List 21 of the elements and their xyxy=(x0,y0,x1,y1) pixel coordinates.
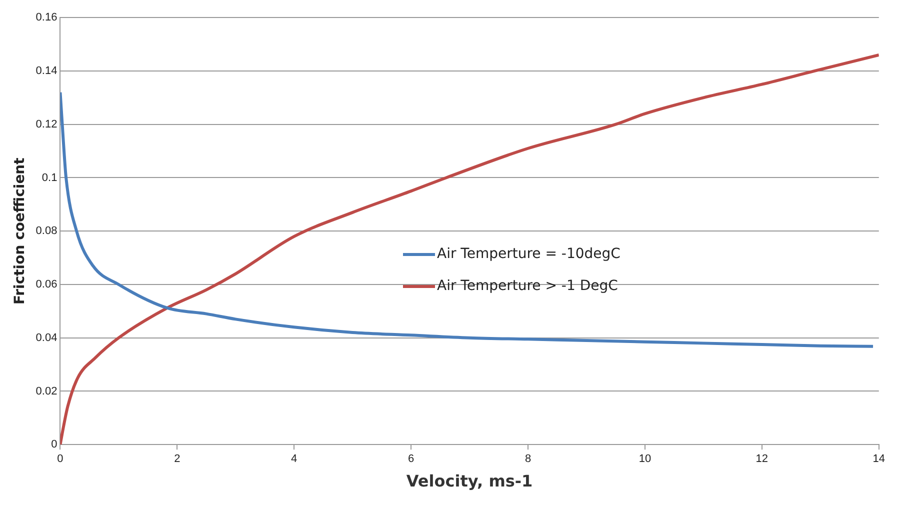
x-tick-label: 12 xyxy=(756,453,768,466)
y-tick-label: 0.06 xyxy=(36,278,58,291)
y-tick-label: 0.04 xyxy=(36,332,58,344)
y-tick-label: 0.16 xyxy=(36,12,58,24)
x-tick-label: 2 xyxy=(174,453,180,466)
y-tick-label: 0.08 xyxy=(36,225,58,238)
y-tick-label: 0.1 xyxy=(42,172,58,184)
y-axis-title: Friction coefficient xyxy=(12,157,28,305)
line-series xyxy=(60,90,875,348)
y-tick-label: 0.14 xyxy=(36,65,58,78)
legend-label: Air Temperture = -10degC xyxy=(437,246,620,262)
y-tick-label: 0.02 xyxy=(36,385,58,398)
x-tick-label: 14 xyxy=(872,453,886,466)
x-axis-title: Velocity, ms-1 xyxy=(406,472,533,491)
x-tick-label: 10 xyxy=(638,453,652,466)
y-tick-label: 0.12 xyxy=(36,118,58,130)
y-tick-label: 0 xyxy=(51,438,58,451)
legend-label: Air Temperture > -1 DegC xyxy=(437,278,618,294)
x-tick-label: 4 xyxy=(291,453,298,466)
x-tick-label: 6 xyxy=(408,453,414,466)
x-tick-label: 8 xyxy=(524,453,532,466)
